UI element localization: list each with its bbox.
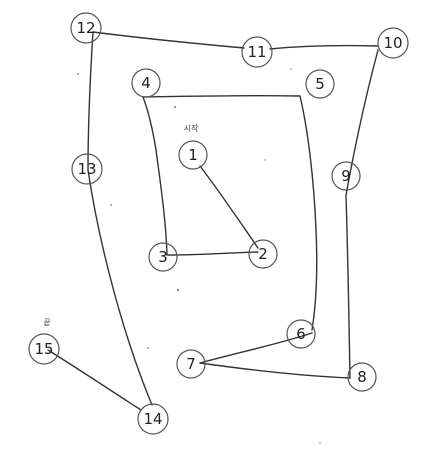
start-annotation: 시작: [184, 123, 199, 133]
node-15: 15: [28, 333, 60, 365]
node-circle: [176, 349, 206, 379]
node-circle: [331, 161, 361, 191]
end-annotation: 끝: [43, 318, 50, 327]
line-13-14: [87, 169, 153, 406]
node-circle: [305, 69, 335, 99]
node-circle: [70, 12, 102, 44]
node-circle: [377, 27, 409, 59]
node-circle: [71, 153, 103, 185]
node-1: 1: [178, 140, 208, 170]
node-8: 8: [347, 362, 377, 392]
node-14: 14: [137, 403, 169, 435]
line-12-13: [87, 31, 94, 171]
node-13: 13: [71, 153, 103, 185]
node-11: 11: [241, 36, 273, 68]
node-circle: [248, 239, 278, 269]
node-5: 5: [305, 69, 335, 99]
node-circle: [347, 362, 377, 392]
line-2-3: [167, 251, 259, 256]
line-3-4: [142, 96, 168, 256]
node-circle: [286, 319, 316, 349]
node-3: 3: [148, 242, 178, 272]
node-label: 3: [158, 248, 168, 266]
node-12: 12: [70, 12, 102, 44]
node-6: 6: [286, 319, 316, 349]
node-label: 6: [296, 325, 306, 343]
node-circle: [178, 140, 208, 170]
node-label: 1: [188, 146, 198, 164]
node-label: 8: [357, 368, 367, 386]
connection-lines: [47, 31, 379, 411]
line-1-2: [199, 165, 259, 249]
line-8-9: [345, 194, 351, 379]
node-9: 9: [331, 161, 361, 191]
line-4-6: [142, 94, 318, 331]
node-label: 4: [141, 74, 151, 92]
node-label: 13: [77, 160, 96, 178]
node-label: 12: [76, 19, 95, 37]
node-label: 7: [186, 355, 196, 373]
node-7: 7: [176, 349, 206, 379]
node-label: 9: [341, 167, 351, 185]
node-circle: [148, 242, 178, 272]
node-4: 4: [131, 68, 161, 98]
node-circle: [241, 36, 273, 68]
node-label: 2: [258, 245, 268, 263]
node-circle: [28, 333, 60, 365]
node-label: 14: [143, 410, 162, 428]
node-circle: [137, 403, 169, 435]
node-10: 10: [377, 27, 409, 59]
node-2: 2: [248, 239, 278, 269]
line-10-11: [269, 44, 379, 50]
scan-specks: [77, 68, 321, 444]
line-6-7: [199, 332, 313, 364]
node-label: 11: [247, 43, 266, 61]
line-9-10: [345, 49, 379, 196]
line-7-8: [199, 362, 351, 379]
line-14-15: [47, 349, 142, 411]
line-11-12: [92, 31, 245, 49]
node-label: 15: [34, 340, 53, 358]
node-label: 10: [383, 34, 402, 52]
node-label: 5: [315, 75, 325, 93]
node-circle: [131, 68, 161, 98]
